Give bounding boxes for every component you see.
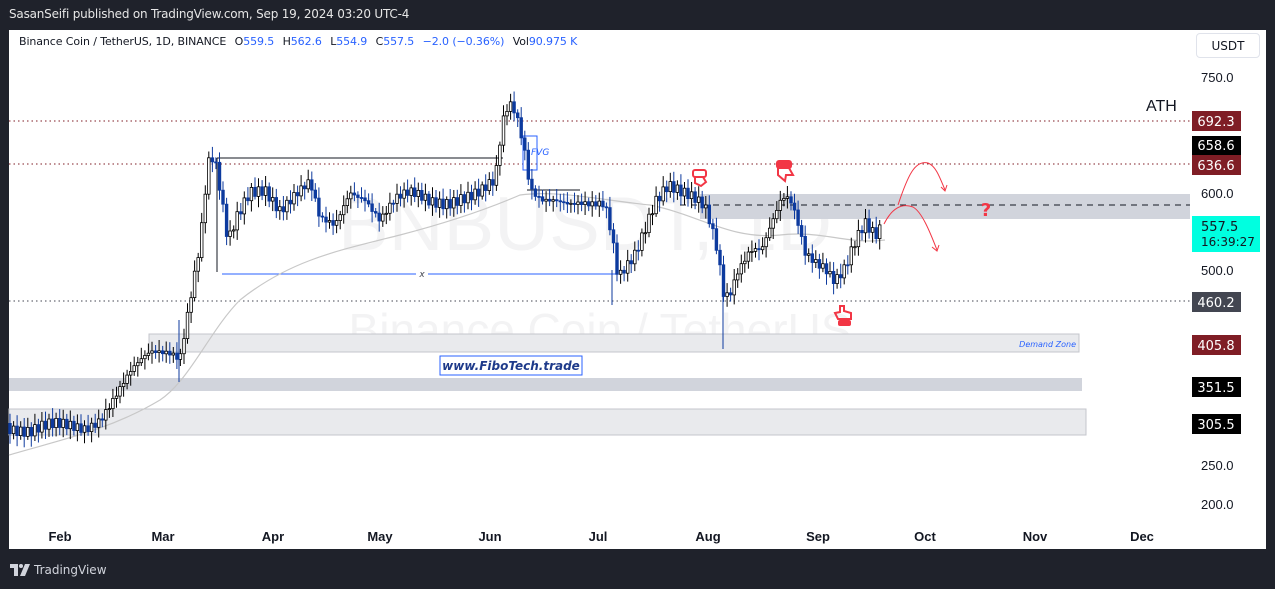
svg-text:Apr: Apr [262,529,284,544]
svg-text:500.0: 500.0 [1201,263,1234,278]
price-label-351: 351.5 [1192,377,1241,397]
svg-text:305.5: 305.5 [1197,418,1234,433]
hand-pointer-icon [833,305,852,326]
symbol-title: Binance Coin / TetherUS, 1D, BINANCE [19,35,227,48]
question-mark: ? [981,200,991,221]
tradingview-footer[interactable]: TradingView [10,563,107,577]
symbol-legend[interactable]: Binance Coin / TetherUS, 1D, BINANCE O55… [19,35,578,48]
svg-text:636.6: 636.6 [1197,159,1234,174]
currency-button[interactable]: USDT [1196,33,1260,58]
live-price-label: 557.5 16:39:27 [1192,216,1260,252]
hand-pointer-icon [776,160,795,183]
demand-zone-label: Demand Zone [1019,340,1076,349]
svg-text:351.5: 351.5 [1197,381,1234,396]
website-label[interactable]: www.FiboTech.trade [442,359,580,373]
svg-text:Sep: Sep [806,529,830,544]
publisher-bar: SasanSeifi published on TradingView.com,… [0,0,1275,30]
fvg-label: FVG [531,148,549,158]
support-zone-2[interactable] [9,378,1082,391]
website-box[interactable] [439,355,583,376]
high-value: 562.6 [290,35,322,48]
svg-text:658.6: 658.6 [1197,139,1234,154]
price-label-305: 305.5 [1192,414,1241,434]
svg-text:Mar: Mar [151,529,174,544]
candle-countdown: 16:39:27 [1201,235,1255,249]
low-value: 554.9 [336,35,368,48]
svg-text:600.0: 600.0 [1201,186,1234,201]
svg-text:250.0: 250.0 [1201,458,1234,473]
moving-average-line[interactable] [8,193,886,456]
price-label-692: 692.3 [1192,111,1241,131]
hand-pointer-icon [692,169,708,188]
svg-text:405.8: 405.8 [1197,339,1234,354]
svg-text:Aug: Aug [695,529,720,544]
svg-text:Jul: Jul [589,529,608,544]
chart-panel[interactable] [9,30,1266,549]
projection-arrow-up[interactable] [897,162,946,206]
time-axis[interactable]: Feb Mar Apr May Jun Jul Aug Sep Oct Nov … [48,529,1153,544]
svg-text:Feb: Feb [48,529,71,544]
svg-text:Nov: Nov [1023,529,1048,544]
svg-text:750.0: 750.0 [1201,70,1234,85]
svg-text:Dec: Dec [1130,529,1154,544]
price-axis[interactable]: 750.0 600.0 500.0 250.0 200.0 [1201,70,1234,512]
svg-text:460.2: 460.2 [1197,296,1234,311]
svg-text:May: May [367,529,393,544]
candlestick-series[interactable] [8,91,882,448]
close-value: 557.5 [383,35,415,48]
fvg-box[interactable] [522,135,538,171]
volume-value: 90.975 K [528,35,578,48]
price-label-405: 405.8 [1192,335,1241,355]
price-label-658: 658.6 [1192,136,1241,155]
tradingview-logo-icon [10,564,30,576]
svg-text:692.3: 692.3 [1197,115,1234,130]
svg-text:Oct: Oct [914,529,936,544]
open-value: 559.5 [243,35,275,48]
range-mid-marker: x [418,270,425,280]
support-zone-3[interactable] [8,408,1087,436]
price-label-460: 460.2 [1192,292,1241,312]
change-value: −2.0 (−0.36%) [422,35,505,48]
projection-arrow-down[interactable] [883,205,938,251]
price-label-636: 636.6 [1192,155,1241,175]
demand-zone[interactable] [148,333,1080,353]
tradingview-brand: TradingView [34,563,107,577]
svg-text:557.5: 557.5 [1201,220,1238,235]
svg-text:200.0: 200.0 [1201,497,1234,512]
svg-text:Jun: Jun [478,529,501,544]
ath-label: ATH [1146,98,1177,115]
publisher-line: SasanSeifi published on TradingView.com,… [9,7,410,21]
